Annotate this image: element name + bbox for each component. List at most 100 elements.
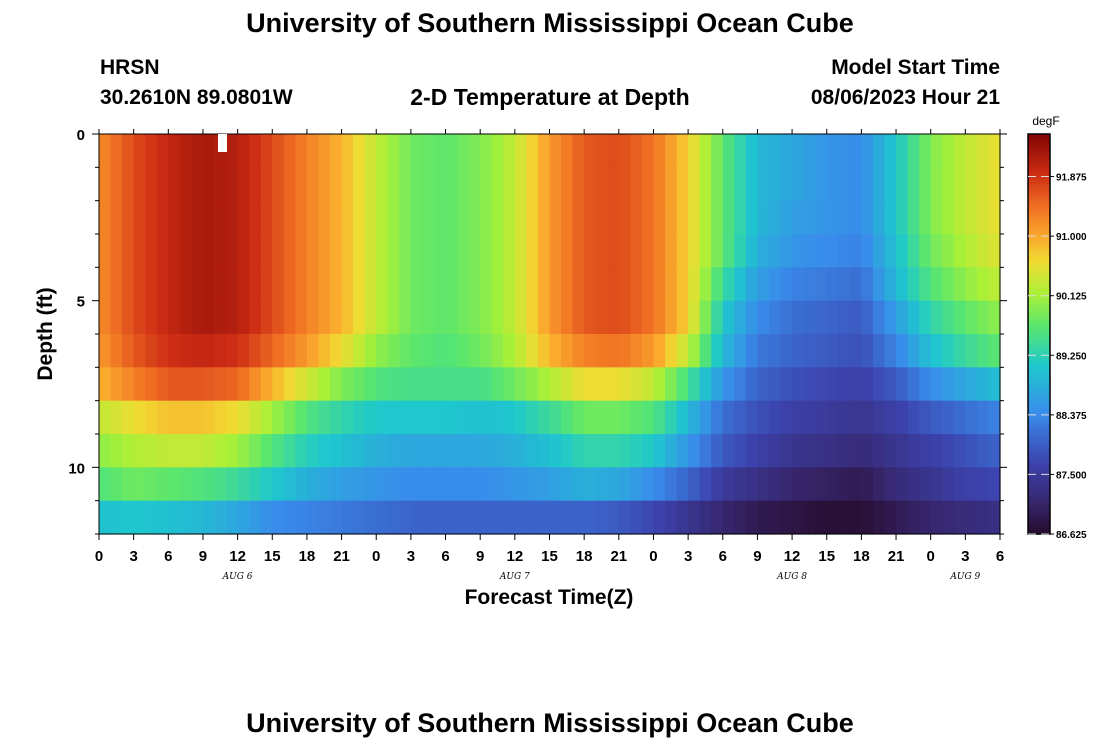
heatmap-cell [665,500,678,535]
heatmap-cell [965,334,978,368]
heatmap-cell [364,167,377,202]
heatmap-cell [757,300,770,335]
heatmap-cell [156,400,169,435]
heatmap-cell [122,300,135,335]
heatmap-cell [122,500,135,535]
heatmap-cell [318,400,331,435]
heatmap-cell [826,267,839,302]
colorbar-segment [1028,364,1050,368]
heatmap-cell [803,267,816,302]
heatmap-cell [849,367,862,402]
heatmap-cell [919,134,932,168]
heatmap-cell [145,267,158,302]
heatmap-cell [584,334,597,368]
heatmap-cell [133,367,146,402]
heatmap-cell [399,367,412,402]
page-title: University of Southern Mississippi Ocean… [246,8,854,38]
heatmap-cell [364,234,377,268]
y-tick-label: 0 [77,127,85,144]
colorbar-segment [1028,237,1050,242]
heatmap-cell [988,300,1001,335]
heatmap-cell [145,234,158,268]
heatmap-cell [457,434,470,468]
heatmap-cell [872,367,886,402]
heatmap-cell [561,500,574,535]
heatmap-cell [353,334,366,368]
heatmap-cell [237,200,250,235]
heatmap-cell [919,367,932,402]
heatmap-cell [688,167,701,202]
heatmap-cell [630,234,643,268]
heatmap-cell [953,334,966,368]
heatmap-cell [838,500,851,535]
heatmap-cell [768,300,782,335]
heatmap-cell [191,167,204,202]
heatmap-cell [803,200,816,235]
heatmap-cell [838,234,851,268]
heatmap-cell [618,167,631,202]
heatmap-cell [653,334,666,368]
heatmap-cell [919,300,932,335]
heatmap-cell [226,167,239,202]
heatmap-cell [965,234,978,268]
heatmap-cell [757,334,770,368]
heatmap-cell [665,167,678,202]
colorbar-segment [1028,384,1050,388]
heatmap-cell [433,234,447,268]
colorbar-segment [1028,250,1050,255]
colorbar-segment [1028,200,1050,205]
heatmap-cell [711,334,724,368]
heatmap-cell [976,367,990,402]
heatmap-cell [537,467,551,502]
heatmap-cell [549,400,562,435]
heatmap-cell [942,200,955,235]
colorbar-segment [1028,357,1050,362]
heatmap-cell [387,234,400,268]
x-tick-label: 6 [164,548,172,565]
colorbar-segment [1028,160,1050,165]
heatmap-cell [792,167,805,202]
heatmap-cell [283,300,296,335]
heatmap-cell [330,400,343,435]
heatmap-cell [584,400,597,435]
heatmap-cell [306,467,320,502]
heatmap-cell [953,267,966,302]
heatmap-cell [838,300,851,335]
heatmap-cell [145,467,158,502]
heatmap-cell [445,134,458,168]
heatmap-cell [757,167,770,202]
heatmap-cell [503,167,516,202]
heatmap-cell [549,367,562,402]
heatmap-cell [572,334,585,368]
heatmap-cell [387,334,400,368]
colorbar-segment [1028,207,1050,212]
heatmap-cell [191,434,204,468]
heatmap-cell [491,167,504,202]
heatmap-cell [445,434,458,468]
x-tick-label: 21 [333,548,350,565]
heatmap-cell [826,334,839,368]
model-start-time: 08/06/2023 Hour 21 [810,86,1000,109]
heatmap-cell [491,267,504,302]
heatmap-cell [699,334,712,368]
heatmap-cell [260,367,273,402]
heatmap-cell [191,400,204,435]
heatmap-cell [653,300,666,335]
heatmap-cell [376,367,389,402]
heatmap-cell [641,500,655,535]
heatmap-cell [330,234,343,268]
heatmap-cell [318,267,331,302]
heatmap-cell [792,334,805,368]
colorbar-segment [1028,314,1050,318]
heatmap-cell [872,467,886,502]
heatmap-cell [156,300,169,335]
heatmap-cell [468,400,481,435]
heatmap-cell [249,500,262,535]
heatmap-cell [965,400,978,435]
heatmap-cell [630,334,643,368]
heatmap-cell [676,434,689,468]
heatmap-cell [514,134,527,168]
colorbar-segment [1028,470,1050,475]
heatmap-cell [491,434,504,468]
heatmap-cell [803,367,816,402]
